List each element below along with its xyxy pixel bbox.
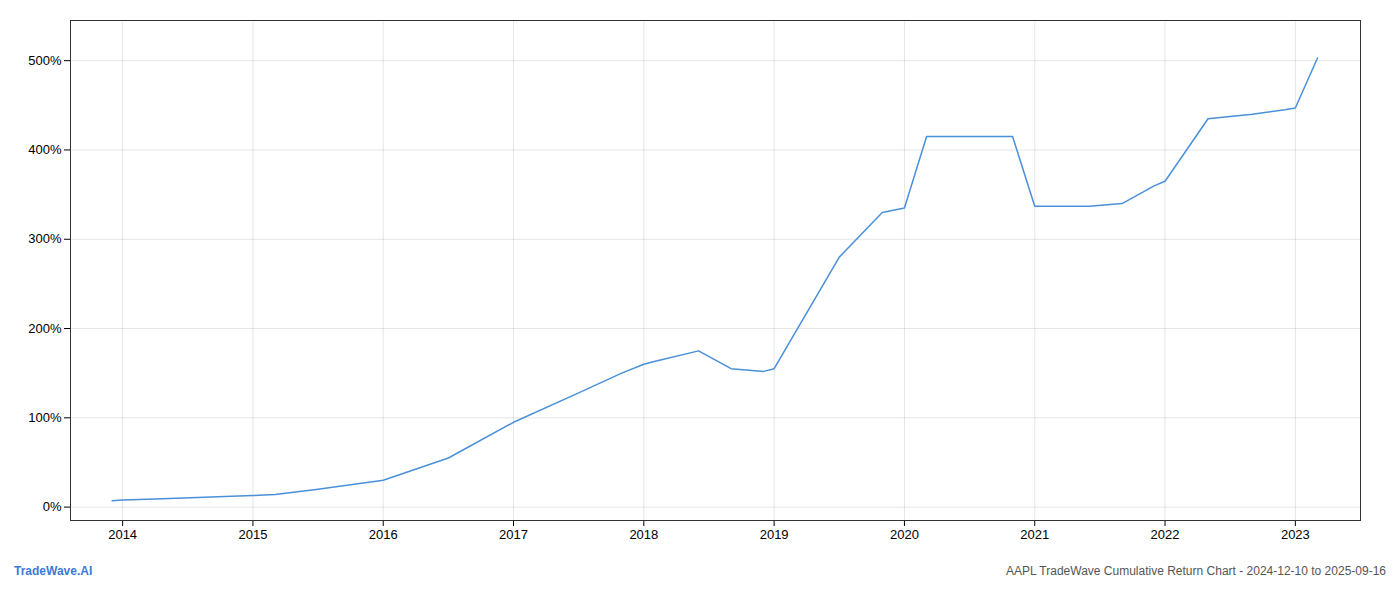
svg-text:2019: 2019 bbox=[760, 527, 789, 542]
svg-text:2016: 2016 bbox=[369, 527, 398, 542]
svg-text:400%: 400% bbox=[28, 142, 62, 157]
svg-text:2020: 2020 bbox=[890, 527, 919, 542]
html-text:AAPL TradeWave Cumulative Retu: AAPL TradeWave Cumulative Return Chart -… bbox=[1006, 564, 1386, 578]
svg-text:2014: 2014 bbox=[108, 527, 137, 542]
svg-text:2015: 2015 bbox=[238, 527, 267, 542]
svg-text:0%: 0% bbox=[43, 499, 62, 514]
svg-text:2018: 2018 bbox=[629, 527, 658, 542]
svg-text:200%: 200% bbox=[28, 321, 62, 336]
svg-text:2023: 2023 bbox=[1281, 527, 1310, 542]
svg-text:100%: 100% bbox=[28, 410, 62, 425]
svg-text:2021: 2021 bbox=[1020, 527, 1049, 542]
svg-text:300%: 300% bbox=[28, 231, 62, 246]
svg-text:500%: 500% bbox=[28, 53, 62, 68]
html-text:TradeWave.AI: TradeWave.AI bbox=[14, 564, 93, 578]
svg-text:2022: 2022 bbox=[1151, 527, 1180, 542]
svg-text:2017: 2017 bbox=[499, 527, 528, 542]
